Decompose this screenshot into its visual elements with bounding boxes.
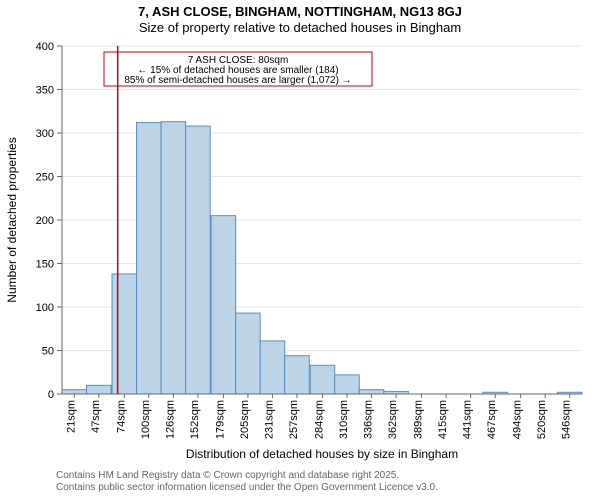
x-tick-label: 310sqm xyxy=(338,400,350,439)
y-tick-label: 300 xyxy=(36,128,54,140)
chart-title-main: 7, ASH CLOSE, BINGHAM, NOTTINGHAM, NG13 … xyxy=(138,4,462,19)
y-tick-label: 400 xyxy=(36,41,54,53)
x-tick-label: 47sqm xyxy=(90,400,102,433)
x-tick-label: 415sqm xyxy=(437,400,449,439)
x-tick-label: 546sqm xyxy=(561,400,573,439)
x-axis-label: Distribution of detached houses by size … xyxy=(186,447,458,461)
histogram-bar xyxy=(285,356,310,394)
x-tick-label: 100sqm xyxy=(140,400,152,439)
x-tick-label: 389sqm xyxy=(413,400,425,439)
x-tick-label: 494sqm xyxy=(512,400,524,439)
histogram-bar xyxy=(310,365,335,394)
histogram-bar xyxy=(335,375,360,394)
histogram-bar xyxy=(359,390,384,394)
x-tick-label: 284sqm xyxy=(313,400,325,439)
histogram-bar xyxy=(161,122,186,394)
x-tick-label: 179sqm xyxy=(214,400,226,439)
y-axis-label: Number of detached properties xyxy=(5,137,19,302)
histogram-bar xyxy=(211,216,236,394)
histogram-bar xyxy=(260,341,285,394)
x-tick-label: 231sqm xyxy=(263,400,275,439)
x-tick-label: 336sqm xyxy=(363,400,375,439)
x-tick-label: 257sqm xyxy=(288,400,300,439)
chart-title-sub: Size of property relative to detached ho… xyxy=(139,20,461,35)
x-tick-label: 21sqm xyxy=(65,400,77,433)
x-tick-label: 467sqm xyxy=(486,400,498,439)
y-tick-label: 100 xyxy=(36,302,54,314)
x-tick-label: 441sqm xyxy=(462,400,474,439)
x-tick-label: 152sqm xyxy=(189,400,201,439)
footer-line-1: Contains HM Land Registry data © Crown c… xyxy=(56,470,399,481)
x-tick-label: 74sqm xyxy=(115,400,127,433)
x-tick-label: 205sqm xyxy=(239,400,251,439)
histogram-bar xyxy=(186,126,211,394)
plot-area: 0 50 100 150 200 250 300 350 400 21sqm 47sqm 74sqm 1… xyxy=(36,41,582,439)
footer-line-2: Contains public sector information licen… xyxy=(56,482,438,493)
x-tick-label: 520sqm xyxy=(536,400,548,439)
histogram-bar xyxy=(137,123,162,394)
y-tick-label: 150 xyxy=(36,259,54,271)
histogram-bar xyxy=(62,390,87,394)
y-tick-label: 50 xyxy=(42,346,54,358)
y-tick-label: 200 xyxy=(36,215,54,227)
y-tick-label: 350 xyxy=(36,85,54,97)
y-tick-label: 0 xyxy=(48,389,54,401)
x-tick-label: 362sqm xyxy=(387,400,399,439)
y-tick-label: 250 xyxy=(36,172,54,184)
histogram-chart: 7, ASH CLOSE, BINGHAM, NOTTINGHAM, NG13 … xyxy=(0,0,600,500)
histogram-bar xyxy=(112,274,137,394)
histogram-bar xyxy=(87,385,112,394)
histogram-bar xyxy=(236,313,261,394)
annotation-line-2: 85% of semi-detached houses are larger (… xyxy=(124,75,351,86)
x-tick-label: 126sqm xyxy=(164,400,176,439)
